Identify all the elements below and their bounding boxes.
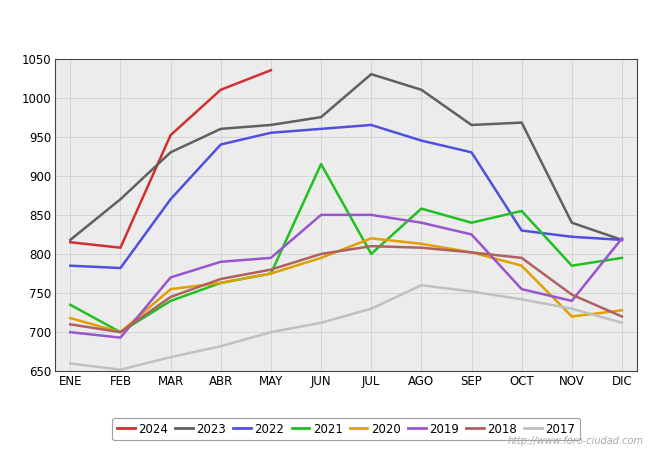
Text: Afiliados en Selva a 31/5/2024: Afiliados en Selva a 31/5/2024 [199, 10, 451, 28]
Text: http://www.foro-ciudad.com: http://www.foro-ciudad.com [508, 436, 644, 446]
Legend: 2024, 2023, 2022, 2021, 2020, 2019, 2018, 2017: 2024, 2023, 2022, 2021, 2020, 2019, 2018… [112, 418, 580, 440]
